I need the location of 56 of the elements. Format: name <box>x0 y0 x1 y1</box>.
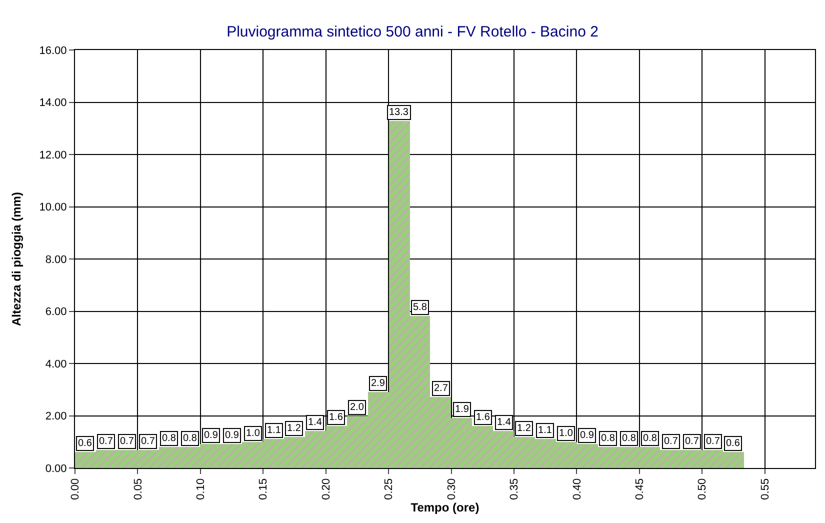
data-label: 0.9 <box>204 430 218 441</box>
data-label: 1.4 <box>308 417 322 428</box>
data-label: 0.9 <box>580 430 594 441</box>
y-tick-label: 4.00 <box>45 358 67 370</box>
data-label: 0.8 <box>162 433 176 444</box>
data-label: 1.2 <box>287 423 302 434</box>
y-tick-label: 12.00 <box>39 149 67 162</box>
x-tick-label: 0.45 <box>634 478 646 500</box>
data-label: 1.1 <box>267 425 282 436</box>
data-label: 2.9 <box>371 378 386 389</box>
x-axis-title: Tempo (ore) <box>410 500 480 515</box>
data-label: 0.7 <box>99 436 114 447</box>
y-tick-label: 10.00 <box>39 202 67 214</box>
data-label: 0.8 <box>643 433 658 444</box>
chart-title: Pluviogramma sintetico 500 anni - FV Rotello - Bacino 2 <box>226 24 598 41</box>
x-tick-label: 0.15 <box>258 478 270 500</box>
data-label: 0.7 <box>120 436 134 447</box>
data-label: 13.3 <box>389 107 409 118</box>
data-label: 1.0 <box>559 428 574 439</box>
x-tick-label: 0.30 <box>446 478 458 500</box>
x-tick-label: 0.25 <box>383 478 396 500</box>
x-tick-label: 0.40 <box>571 478 584 500</box>
data-label: 0.8 <box>622 433 636 444</box>
y-tick-label: 14.00 <box>39 97 67 110</box>
data-label: 1.6 <box>329 412 344 423</box>
y-axis-title: Altezza di pioggia (mm) <box>10 192 24 326</box>
data-label: 0.7 <box>664 436 678 447</box>
x-tick-label: 0.05 <box>132 478 144 500</box>
data-label: 0.7 <box>685 436 700 447</box>
data-label: 1.0 <box>246 428 260 439</box>
data-label: 0.8 <box>601 433 616 444</box>
y-tick-label: 8.00 <box>45 254 67 266</box>
data-label: 0.8 <box>183 433 198 444</box>
data-label: 1.4 <box>497 417 512 428</box>
data-label: 1.6 <box>476 412 490 423</box>
data-label: 0.6 <box>726 438 740 449</box>
data-label: 2.0 <box>350 402 364 413</box>
data-label: 0.7 <box>706 436 720 447</box>
data-label: 0.6 <box>78 438 92 449</box>
x-tick-label: 0.00 <box>70 478 82 500</box>
y-tick-label: 6.00 <box>45 306 67 318</box>
data-label: 1.9 <box>455 404 470 415</box>
data-label: 5.8 <box>413 302 428 313</box>
data-label: 0.7 <box>141 436 156 447</box>
data-label: 1.1 <box>538 425 552 436</box>
x-tick-label: 0.35 <box>508 478 521 500</box>
x-tick-label: 0.50 <box>696 478 709 500</box>
data-label: 0.9 <box>225 430 240 441</box>
y-tick-label: 2.00 <box>45 410 67 423</box>
data-label: 1.2 <box>517 423 532 434</box>
y-tick-label: 16.00 <box>39 44 67 57</box>
y-tick-label: 0.00 <box>45 462 67 475</box>
data-label: 2.7 <box>434 383 448 394</box>
x-tick-label: 0.10 <box>194 478 207 500</box>
x-tick-label: 0.20 <box>320 478 332 500</box>
x-tick-label: 0.55 <box>759 478 772 500</box>
